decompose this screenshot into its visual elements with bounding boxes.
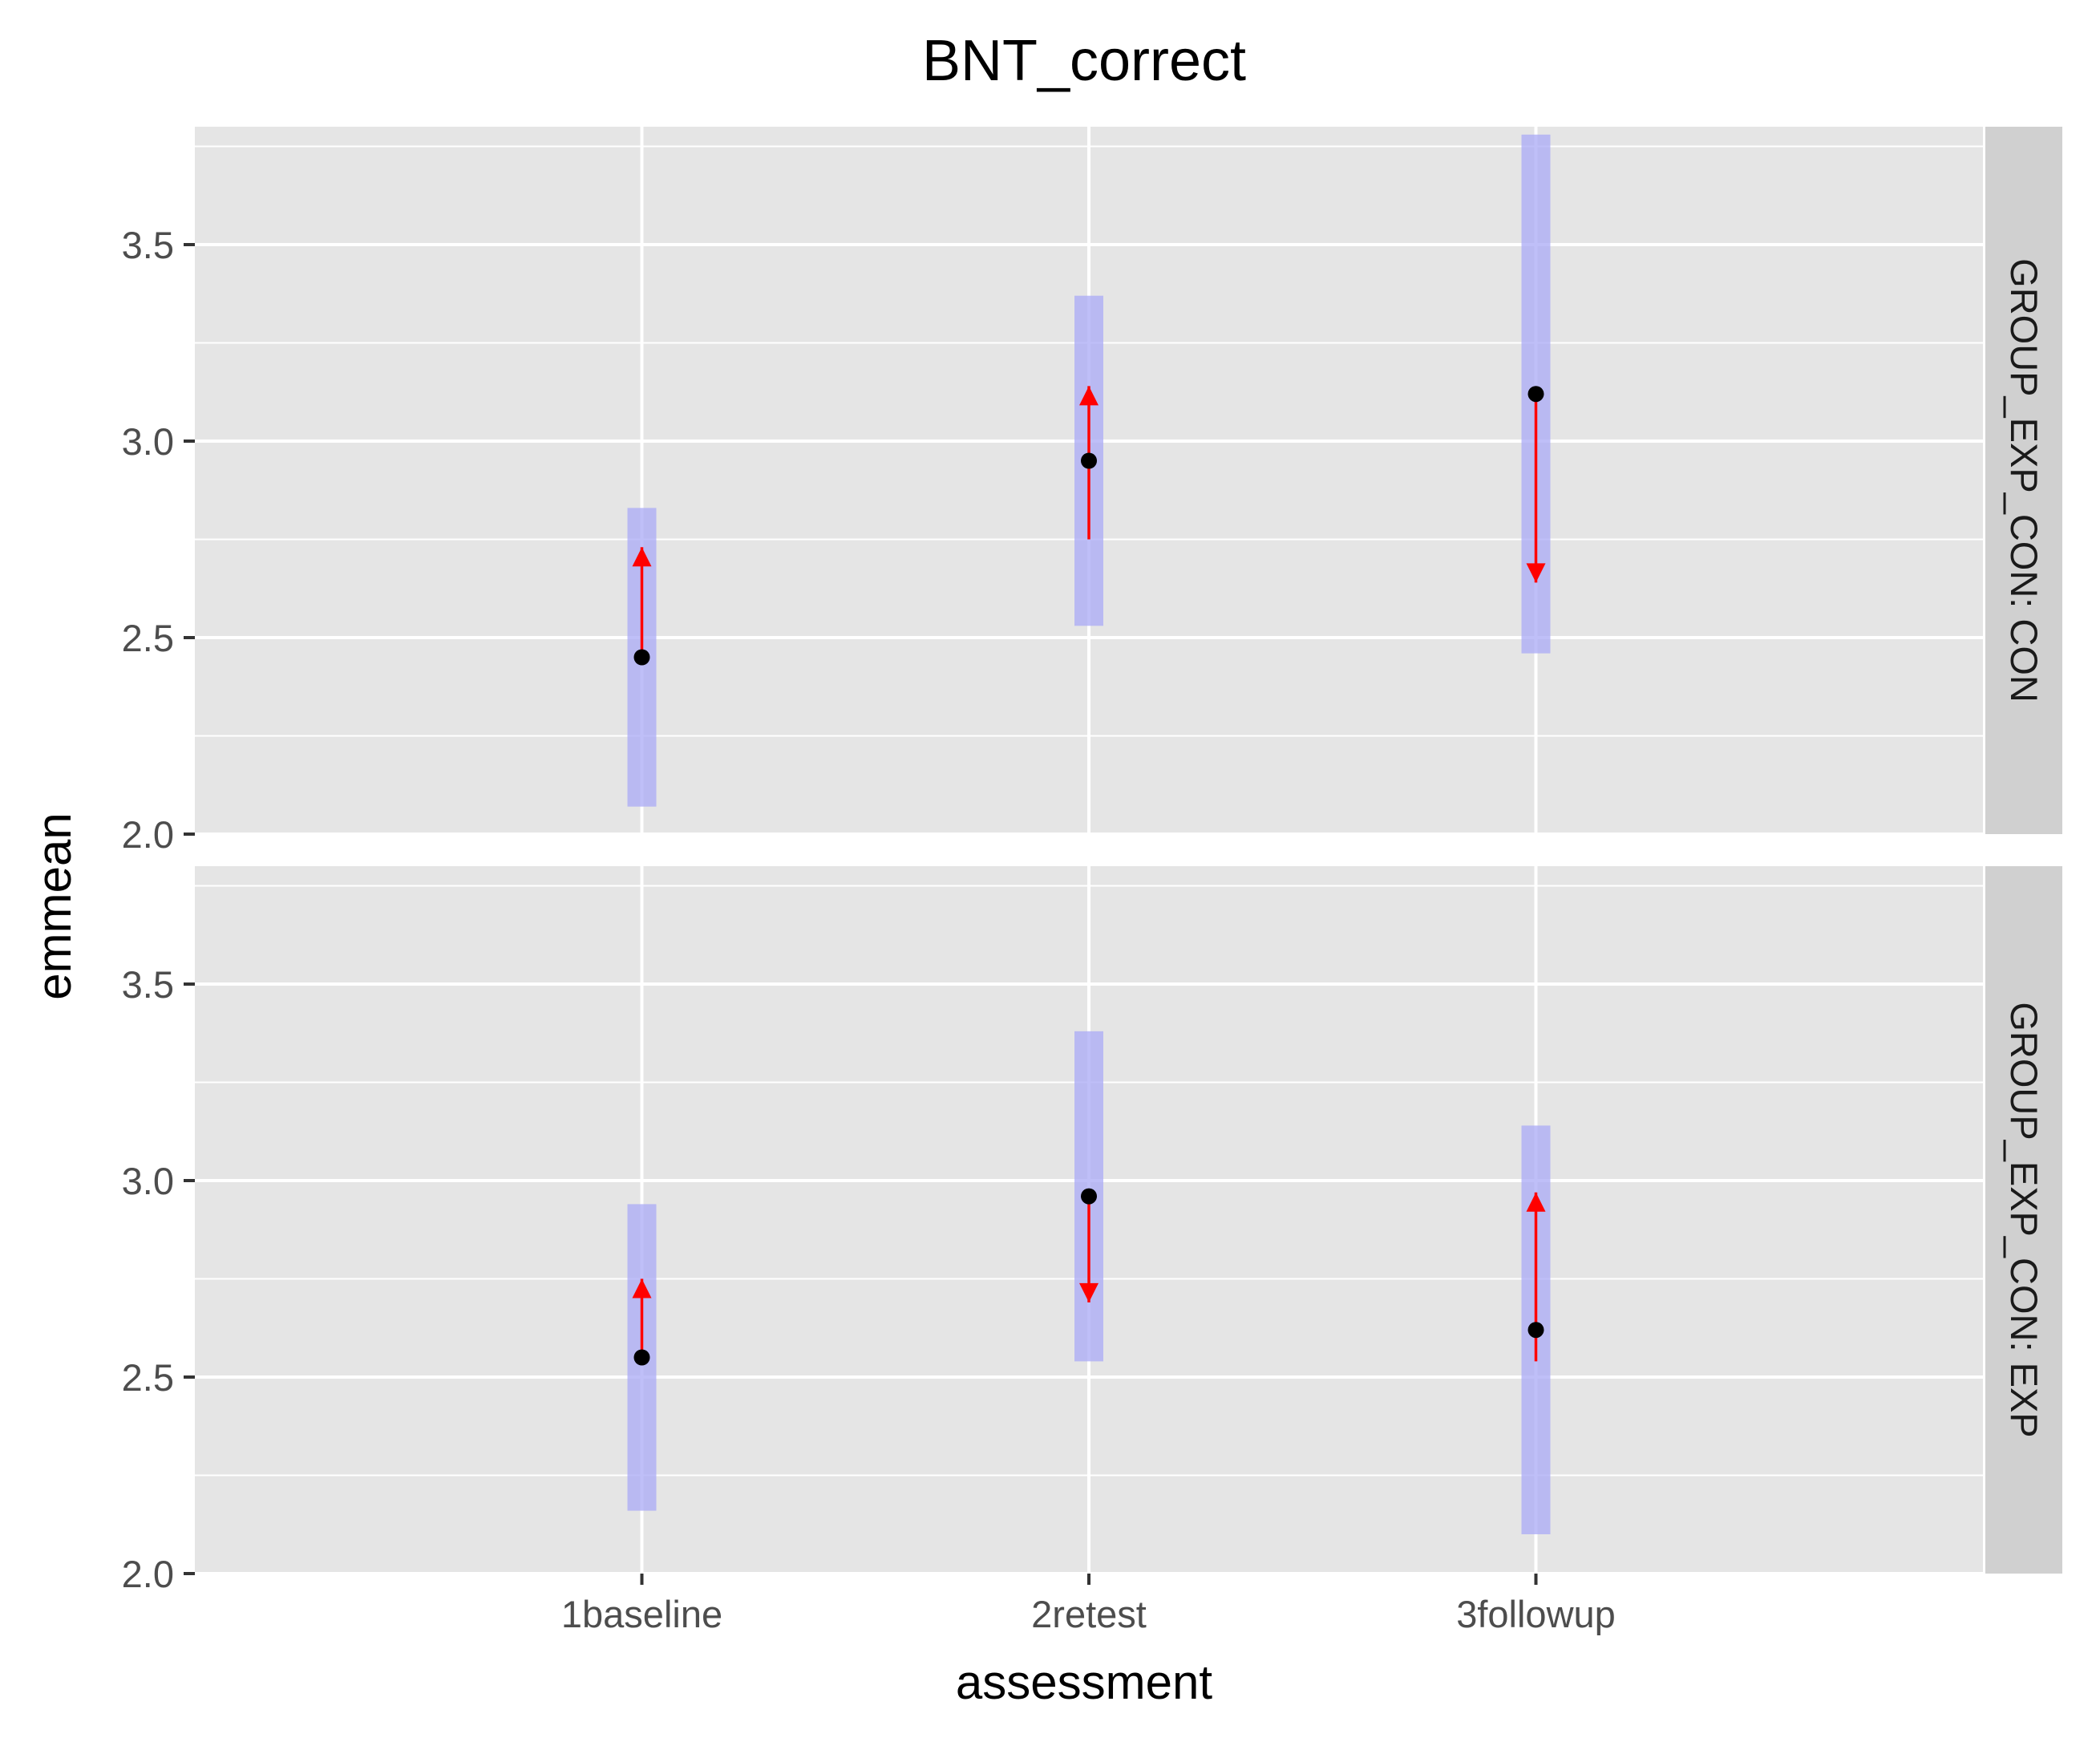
emmean-point bbox=[1527, 1322, 1544, 1339]
facet-panel-2: 2.0 2.5 3.0 3.5 GROUP_EXP_CON: EXP bbox=[122, 866, 2062, 1595]
facet-panel-1: 2.0 2.5 3.0 3.5 GROUP_EXP_CON: CON bbox=[122, 127, 2062, 856]
chart-title: BNT_correct bbox=[922, 29, 1246, 93]
y-axis-title: emmean bbox=[27, 812, 81, 999]
facet-strip bbox=[1985, 127, 2062, 834]
emmean-point bbox=[1081, 1188, 1097, 1205]
plot-layer: 2.0 2.5 3.0 3.5 GROUP_EXP_CON: CON 2.0 2.5 3.0 3… bbox=[122, 127, 2062, 1635]
y-tick-label: 2.5 bbox=[122, 617, 174, 659]
emmean-point bbox=[633, 1349, 650, 1366]
y-tick-label: 3.0 bbox=[122, 420, 174, 463]
facet-strip-label: GROUP_EXP_CON: EXP bbox=[2003, 1002, 2045, 1437]
y-tick-label: 2.5 bbox=[122, 1356, 174, 1399]
emmean-point bbox=[1527, 386, 1544, 403]
x-tick-label: 1baseline bbox=[561, 1593, 722, 1635]
facet-strip bbox=[1985, 866, 2062, 1574]
y-tick-label: 3.5 bbox=[122, 224, 174, 266]
facet-strip-label: GROUP_EXP_CON: CON bbox=[2003, 258, 2045, 703]
x-axis-title: assessment bbox=[956, 1655, 1212, 1709]
y-tick-label: 2.0 bbox=[122, 813, 174, 856]
emmean-point bbox=[1081, 452, 1097, 469]
y-tick-label: 3.0 bbox=[122, 1160, 174, 1202]
x-tick-label: 2retest bbox=[1031, 1593, 1147, 1635]
emmean-point bbox=[633, 649, 650, 666]
y-tick-label: 2.0 bbox=[122, 1553, 174, 1595]
x-tick-label: 3followup bbox=[1456, 1593, 1616, 1635]
y-tick-label: 3.5 bbox=[122, 963, 174, 1006]
